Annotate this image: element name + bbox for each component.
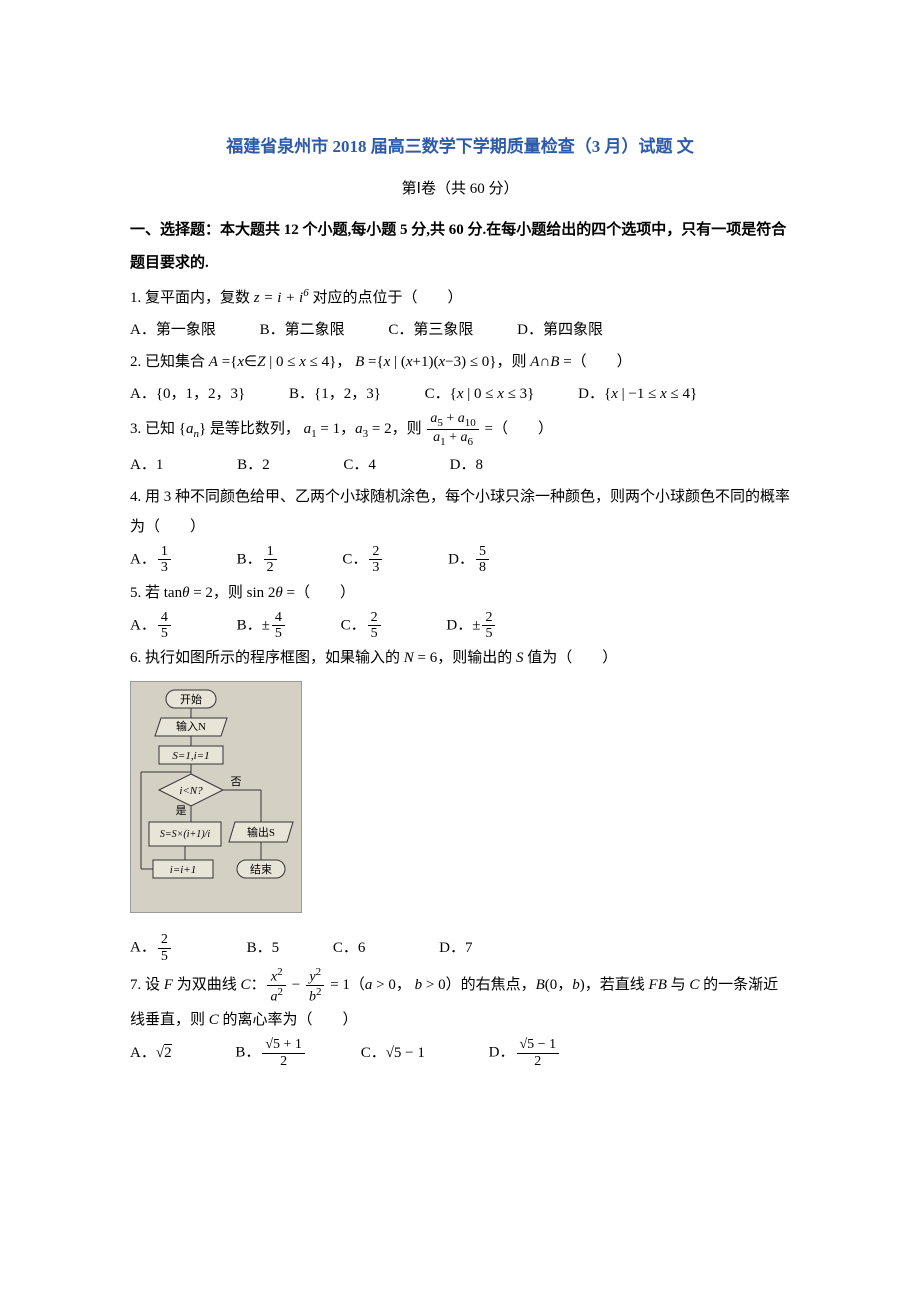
svg-text:否: 否	[231, 776, 242, 788]
q2-stem: 2. 已知集合 A ={x∈Z | 0 ≤ x ≤ 4}， B ={x | (x…	[130, 354, 632, 370]
q1-option-d: D．第四象限	[517, 315, 603, 345]
svg-text:开始: 开始	[180, 692, 202, 706]
q3-option-a: A．1	[130, 450, 163, 480]
q2-option-b: B．{1，2，3}	[289, 379, 381, 409]
q5-option-d: D．±25	[446, 610, 497, 642]
flowchart-image: 开始 输入N S=1,i=1 i<N? 否 是 S=S×(i+1)/i 输出S	[130, 681, 790, 924]
svg-text:i=i+1: i=i+1	[170, 864, 196, 876]
svg-text:i<N?: i<N?	[179, 785, 203, 797]
q4-option-b: B．12	[237, 544, 279, 576]
q7-option-b: B．√5 + 12	[235, 1037, 307, 1069]
q4-option-a: A．13	[130, 544, 173, 576]
question-2: 2. 已知集合 A ={x∈Z | 0 ≤ x ≤ 4}， B ={x | (x…	[130, 347, 790, 377]
q4-options: A．13 B．12 C．23 D．58	[130, 544, 790, 576]
q2-option-d: D．{x | −1 ≤ x ≤ 4}	[578, 379, 697, 409]
q6-option-a: A．25	[130, 932, 173, 964]
q6-option-d: D．7	[439, 933, 472, 963]
q3-options: A．1 B．2 C．4 D．8	[130, 450, 790, 480]
question-1: 1. 复平面内，复数 z = i + i6 对应的点位于（ ）	[130, 282, 790, 313]
q1-options: A．第一象限 B．第二象限 C．第三象限 D．第四象限	[130, 315, 790, 345]
q7-option-c: C．√5 − 1	[361, 1038, 425, 1068]
q1-option-c: C．第三象限	[388, 315, 473, 345]
svg-text:结束: 结束	[250, 863, 272, 876]
q5-option-b: B．±45	[237, 610, 287, 642]
q5-stem: 5. 若 tanθ = 2，则 sin 2θ =（ ）	[130, 585, 355, 601]
q6-options: A．25 B．5 C．6 D．7	[130, 932, 790, 964]
q5-options: A．45 B．±45 C．25 D．±25	[130, 610, 790, 642]
q3-option-d: D．8	[450, 450, 483, 480]
q1-stem-prefix: 1. 复平面内，复数	[130, 290, 254, 306]
q2-option-c: C．{x | 0 ≤ x ≤ 3}	[425, 379, 535, 409]
q6-option-b: B．5	[247, 933, 280, 963]
q7-stem: 7. 设 F 为双曲线 C：x2a2 − y2b2 = 1（a > 0， b >…	[130, 977, 778, 1028]
q1-option-b: B．第二象限	[260, 315, 345, 345]
page-title: 福建省泉州市 2018 届高三数学下学期质量检查（3 月）试题 文	[130, 130, 790, 164]
q3-option-c: C．4	[343, 450, 376, 480]
q7-option-d: D．√5 − 12	[489, 1037, 561, 1069]
svg-text:S=1,i=1: S=1,i=1	[172, 750, 209, 762]
q4-option-d: D．58	[448, 544, 491, 576]
q6-stem: 6. 执行如图所示的程序框图，如果输入的 N = 6，则输出的 S 值为（ ）	[130, 650, 617, 666]
q3-stem: 3. 已知 {an} 是等比数列， a1 = 1，a3 = 2，则 a5 + a…	[130, 421, 553, 437]
question-6: 6. 执行如图所示的程序框图，如果输入的 N = 6，则输出的 S 值为（ ）	[130, 643, 790, 673]
q6-option-c: C．6	[333, 933, 366, 963]
paper-subtitle: 第Ⅰ卷（共 60 分）	[130, 174, 790, 204]
q2-option-a: A．{0，1，2，3}	[130, 379, 245, 409]
question-4: 4. 用 3 种不同颜色给甲、乙两个小球随机涂色，每个小球只涂一种颜色，则两个小…	[130, 482, 790, 542]
q1-stem-suffix: 对应的点位于（ ）	[309, 290, 463, 306]
q3-option-b: B．2	[237, 450, 270, 480]
q1-formula: z = i + i6	[254, 290, 309, 306]
question-3: 3. 已知 {an} 是等比数列， a1 = 1，a3 = 2，则 a5 + a…	[130, 411, 790, 448]
q4-option-c: C．23	[342, 544, 384, 576]
q7-option-a: A．√2	[130, 1038, 172, 1068]
q1-option-a: A．第一象限	[130, 315, 216, 345]
svg-text:输入N: 输入N	[176, 719, 206, 733]
question-5: 5. 若 tanθ = 2，则 sin 2θ =（ ）	[130, 578, 790, 608]
svg-text:是: 是	[176, 804, 187, 817]
q5-option-a: A．45	[130, 610, 173, 642]
question-7: 7. 设 F 为双曲线 C：x2a2 − y2b2 = 1（a > 0， b >…	[130, 966, 790, 1035]
q7-options: A．√2 B．√5 + 12 C．√5 − 1 D．√5 − 12	[130, 1037, 790, 1069]
section-header: 一、选择题：本大题共 12 个小题,每小题 5 分,共 60 分.在每小题给出的…	[130, 214, 790, 280]
svg-text:S=S×(i+1)/i: S=S×(i+1)/i	[160, 829, 210, 840]
svg-text:输出S: 输出S	[247, 825, 275, 839]
q2-options: A．{0，1，2，3} B．{1，2，3} C．{x | 0 ≤ x ≤ 3} …	[130, 379, 790, 409]
q5-option-c: C．25	[341, 610, 383, 642]
